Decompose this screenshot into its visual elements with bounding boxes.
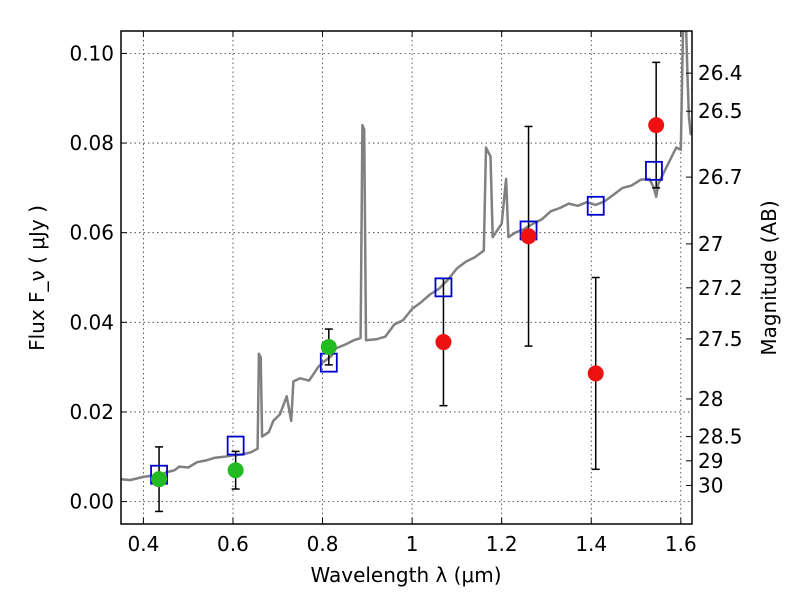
x-tick-label: 1.2 — [486, 532, 518, 556]
x-tick-label: 0.4 — [127, 532, 159, 556]
mag-tick-label: 27 — [698, 232, 723, 256]
errorbar-layer — [155, 61, 661, 513]
model-spectrum-line — [121, 31, 692, 482]
observed-nir-point — [648, 117, 665, 134]
mag-tick-label: 26.5 — [698, 99, 743, 123]
x-tick-label: 1.4 — [575, 532, 607, 556]
observed-nir-point — [520, 228, 537, 245]
y-tick-label: 0.02 — [69, 400, 114, 424]
mag-tick-label: 28 — [698, 387, 723, 411]
observed-optical-point — [227, 462, 244, 479]
mag-tick-label: 27.2 — [698, 276, 743, 300]
model-photometry-square — [226, 435, 245, 456]
grid — [121, 31, 692, 524]
x-tick-label: 0.6 — [217, 532, 249, 556]
x-tick-label: 0.8 — [307, 532, 339, 556]
model-photometry-square — [434, 277, 453, 298]
mag-tick-label: 29 — [698, 449, 723, 473]
marker-layer — [150, 117, 665, 488]
model-photometry-square — [645, 160, 663, 181]
mag-tick-label: 26.7 — [698, 165, 743, 189]
y-tick-label: 0.04 — [69, 310, 114, 334]
mag-tick-label: 30 — [698, 473, 723, 497]
y-tick-label: 0.06 — [69, 221, 114, 245]
observed-optical-point — [151, 471, 168, 488]
axis-ticks — [121, 31, 692, 524]
model-photometry-square — [586, 195, 605, 216]
x-axis-title: Wavelength λ (μm) — [310, 563, 501, 587]
observed-nir-point — [587, 365, 604, 382]
y-axis-title-right: Magnitude (AB) — [757, 200, 781, 355]
observed-optical-point — [320, 338, 337, 355]
y-axis-title-left: Flux F_ν ( μJy ) — [25, 205, 49, 351]
x-tick-label: 1 — [406, 532, 419, 556]
spectrum-layer — [121, 31, 692, 482]
mag-tick-label: 28.5 — [698, 425, 743, 449]
y-tick-label: 0.08 — [69, 131, 114, 155]
y-tick-label: 0.00 — [69, 490, 114, 514]
mag-tick-label: 27.5 — [698, 327, 743, 351]
observed-nir-point — [435, 334, 452, 351]
plot-frame — [120, 30, 693, 525]
tick-labels: 0.4 0.6 0.8 1 1.2 1.4 1.6 0.00 0.02 0.04 0.06 0.08 0… — [69, 41, 742, 556]
mag-tick-label: 26.4 — [698, 61, 743, 85]
x-tick-label: 1.6 — [665, 532, 697, 556]
y-tick-label: 0.10 — [69, 41, 114, 65]
